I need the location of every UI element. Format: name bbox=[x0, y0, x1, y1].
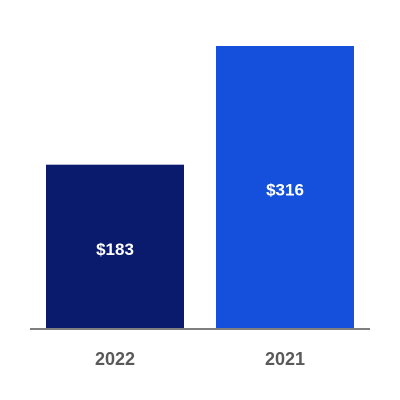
bar bbox=[46, 164, 184, 328]
value-label: $183 bbox=[96, 240, 134, 259]
x-tick-label: 2021 bbox=[265, 349, 305, 369]
value-label: $316 bbox=[266, 180, 304, 199]
x-tick-label: 2022 bbox=[95, 349, 135, 369]
bar bbox=[216, 46, 354, 328]
